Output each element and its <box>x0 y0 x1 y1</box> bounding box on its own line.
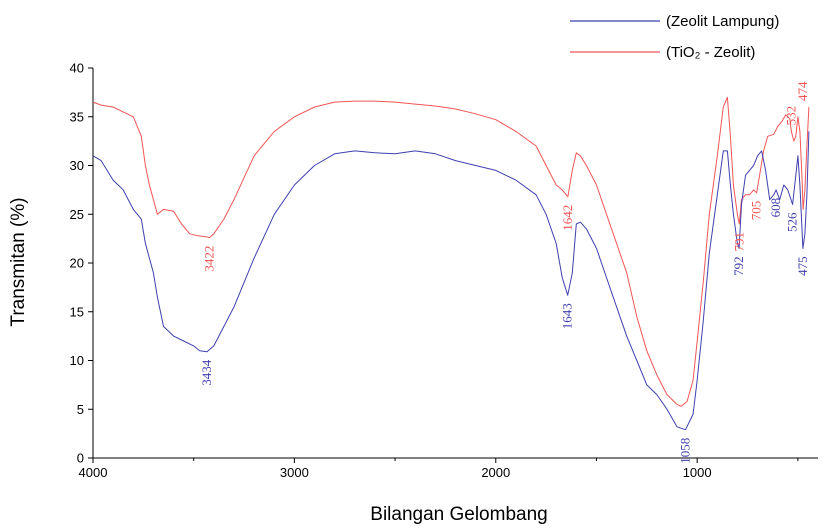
legend-label-tio2-zeolit: (TiO₂ - Zeolit) <box>666 44 755 61</box>
y-axis-title: Transmitan (%) <box>8 197 29 326</box>
peak-label: 474 <box>795 81 810 101</box>
peak-label: 526 <box>785 212 800 232</box>
y-tick-label: 15 <box>70 304 84 319</box>
peak-label: 791 <box>731 232 746 252</box>
y-tick-label: 10 <box>70 353 84 368</box>
y-tick-label: 30 <box>70 158 84 173</box>
x-tick-label: 1000 <box>683 465 712 480</box>
y-tick-label: 25 <box>70 207 84 222</box>
legend: (Zeolit Lampung) (TiO₂ - Zeolit) <box>570 13 779 61</box>
x-axis-title: Bilangan Gelombang <box>370 504 547 525</box>
x-tick-label: 4000 <box>79 465 108 480</box>
y-tick-label: 35 <box>70 109 84 124</box>
legend-label-zeolit-lampung: (Zeolit Lampung) <box>666 13 779 30</box>
peak-label: 1058 <box>678 438 693 464</box>
series-line-zeolit-lampung <box>92 131 810 431</box>
peak-label: 705 <box>749 201 764 221</box>
peak-label: 792 <box>731 256 746 276</box>
peak-label: 608 <box>768 198 783 218</box>
x-tick-label: 2000 <box>481 465 510 480</box>
peak-label: 3434 <box>199 359 214 386</box>
plot-area <box>92 96 810 431</box>
peak-label: 3422 <box>201 246 216 272</box>
y-tick-label: 5 <box>77 402 84 417</box>
series-line-tio2-zeolit <box>92 96 810 407</box>
y-tick-label: 0 <box>77 451 84 466</box>
peak-label: 532 <box>783 106 798 126</box>
y-tick-label: 40 <box>70 61 84 76</box>
x-tick-label: 3000 <box>280 465 309 480</box>
axes: 0 5 10 15 20 25 30 35 40 4000 3000 2000 1000 <box>70 61 818 480</box>
peak-label: 475 <box>795 256 810 276</box>
peak-label: 1642 <box>560 205 575 231</box>
peak-label: 1643 <box>560 303 575 329</box>
y-tick-label: 20 <box>70 256 84 271</box>
